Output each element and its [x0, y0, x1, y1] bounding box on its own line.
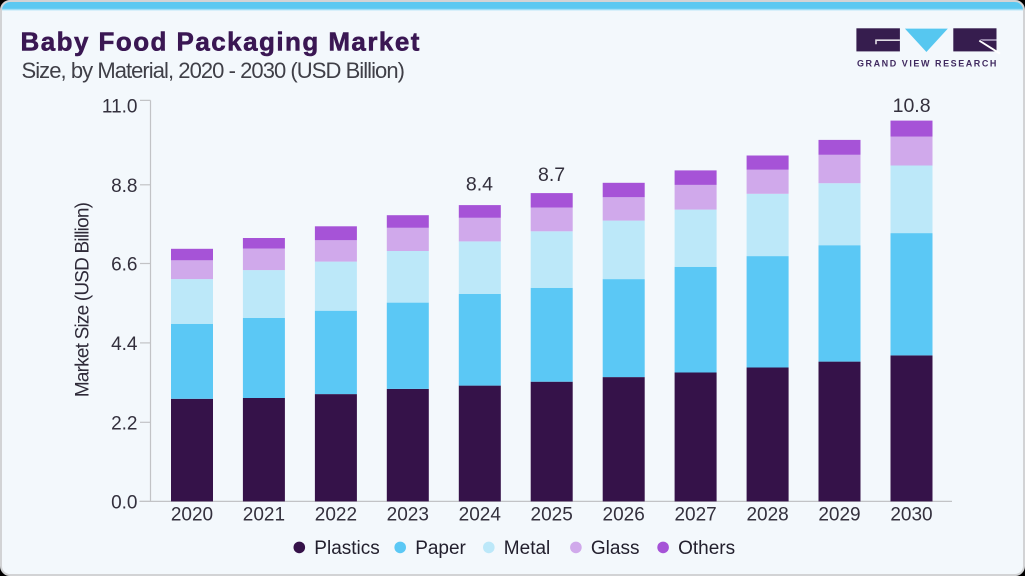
svg-text:2022: 2022 [315, 505, 357, 526]
svg-text:Others: Others [678, 538, 735, 559]
svg-text:2026: 2026 [603, 505, 645, 526]
svg-text:Baby Food Packaging Market: Baby Food Packaging Market [21, 27, 421, 57]
svg-text:Glass: Glass [591, 538, 640, 559]
svg-text:Size, by Material, 2020 - 2030: Size, by Material, 2020 - 2030 (USD Bill… [22, 58, 405, 83]
svg-text:8.4: 8.4 [466, 174, 493, 196]
svg-text:2023: 2023 [387, 505, 429, 526]
svg-text:2029: 2029 [818, 505, 860, 526]
svg-text:4.4: 4.4 [111, 334, 138, 355]
svg-text:2025: 2025 [531, 505, 573, 526]
svg-text:Plastics: Plastics [314, 538, 379, 559]
svg-text:2.2: 2.2 [111, 413, 137, 434]
svg-text:GRAND VIEW RESEARCH: GRAND VIEW RESEARCH [857, 59, 998, 69]
svg-text:8.7: 8.7 [538, 164, 565, 186]
svg-text:0.0: 0.0 [111, 492, 137, 513]
svg-text:2020: 2020 [171, 505, 213, 526]
svg-text:2027: 2027 [674, 505, 716, 526]
svg-text:2024: 2024 [459, 505, 502, 526]
svg-text:6.6: 6.6 [111, 255, 137, 276]
svg-text:2028: 2028 [746, 505, 788, 526]
svg-text:Metal: Metal [504, 538, 550, 559]
svg-text:8.8: 8.8 [111, 176, 137, 197]
svg-text:10.8: 10.8 [893, 95, 931, 117]
svg-text:Paper: Paper [415, 538, 466, 559]
svg-text:2021: 2021 [243, 505, 285, 526]
svg-text:2030: 2030 [890, 505, 932, 526]
svg-text:Market Size (USD Billion): Market Size (USD Billion) [73, 202, 94, 397]
svg-text:11.0: 11.0 [102, 97, 138, 118]
